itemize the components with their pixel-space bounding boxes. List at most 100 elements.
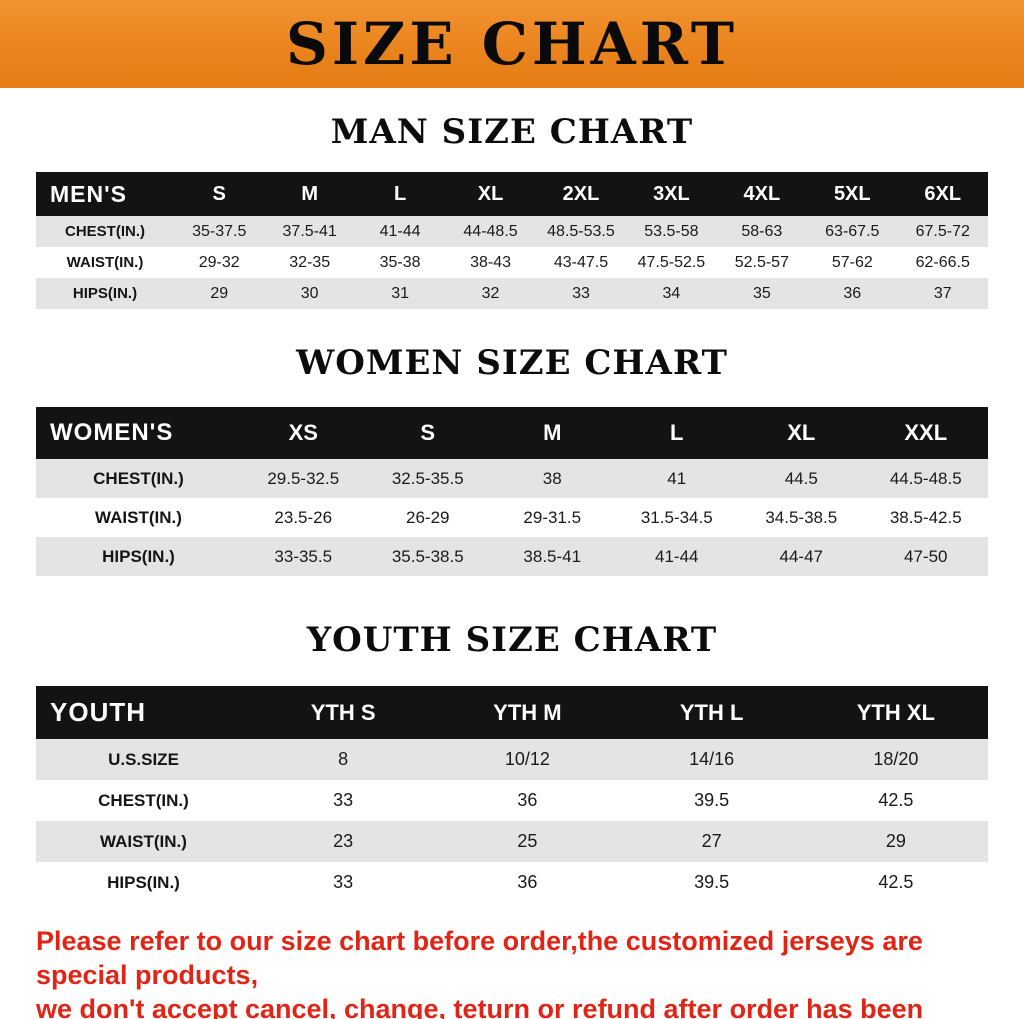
size-header-cell: M: [490, 407, 615, 459]
measurement-cell: 32.5-35.5: [391, 468, 464, 488]
measurement-cell: 42.5: [878, 790, 914, 810]
measurement-cell: 53.5-58: [644, 222, 699, 240]
table-title-cell: YOUTH: [36, 686, 251, 739]
size-header-cell: YTH XL: [803, 686, 988, 739]
measurement-cell: 29-32: [198, 253, 240, 271]
row-label-cell: HIPS(IN.): [102, 546, 175, 566]
measurement-cell: 18/20: [873, 749, 919, 769]
measurement-cell: 26-29: [406, 507, 450, 527]
measurement-cell: 27: [701, 831, 722, 851]
man-size-table: MEN'S S M L XL 2XL 3XL 4XL 5XL 6XL CHEST(IN.) 35-37…: [36, 172, 988, 309]
measurement-cell: 43-47.5: [553, 253, 609, 271]
table-row: WAIST(IN.) 29-32 32-35 35-38 38-43 43-47.5 47.…: [36, 247, 988, 278]
measurement-cell: 34: [662, 284, 681, 302]
measurement-cell: 29: [210, 284, 229, 302]
youth-size-table: YOUTH YTH S YTH M YTH L YTH XL U.S.SIZE 8 10/12…: [36, 686, 988, 903]
size-header-cell: 2XL: [535, 172, 627, 216]
measurement-cell: 29: [885, 831, 906, 851]
row-label-cell: CHEST(IN.): [65, 223, 145, 240]
size-header-cell: L: [354, 172, 446, 216]
measurement-cell: 23.5-26: [274, 507, 333, 527]
size-header-cell: YTH L: [619, 686, 804, 739]
measurement-cell: 39.5: [694, 872, 730, 892]
measurement-cell: 10/12: [504, 749, 550, 769]
row-label-cell: WAIST(IN.): [100, 831, 187, 851]
size-header-cell: YTH S: [251, 686, 436, 739]
table-row: CHEST(IN.) 35-37.5 37.5-41 41-44 44-48.5 48.5…: [36, 216, 988, 247]
measurement-cell: 67.5-72: [915, 222, 970, 240]
measurement-cell: 29-31.5: [523, 507, 582, 527]
row-label-cell: U.S.SIZE: [108, 749, 179, 769]
youth-size-heading: YOUTH SIZE CHART: [306, 620, 718, 660]
size-header-cell: XL: [739, 407, 864, 459]
size-header-cell: 3XL: [626, 172, 717, 216]
table-row: CHEST(IN.) 33 36 39.5 42.5: [36, 780, 988, 821]
measurement-cell: 35-37.5: [192, 222, 247, 240]
row-label-cell: CHEST(IN.): [98, 790, 189, 810]
measurement-cell: 39.5: [694, 790, 730, 810]
size-header-cell: 4XL: [716, 172, 808, 216]
size-header-cell: XS: [241, 407, 366, 459]
measurement-cell: 32-35: [289, 253, 331, 271]
table-row: HIPS(IN.) 29 30 31 32 33 34 35 36 37: [36, 278, 988, 309]
measurement-cell: 38.5-42.5: [889, 507, 962, 527]
table-header-row: WOMEN'S XS S M L XL XXL: [36, 407, 988, 459]
row-label-cell: WAIST(IN.): [66, 254, 144, 271]
measurement-cell: 30: [300, 284, 319, 302]
man-size-table-wrap: MEN'S S M L XL 2XL 3XL 4XL 5XL 6XL CHEST(IN.) 35-37…: [0, 172, 1024, 309]
size-header-cell: YTH M: [435, 686, 620, 739]
measurement-cell: 42.5: [878, 872, 914, 892]
measurement-cell: 8: [338, 749, 349, 769]
youth-size-table-wrap: YOUTH YTH S YTH M YTH L YTH XL U.S.SIZE 8 10/12…: [0, 686, 1024, 903]
table-row: CHEST(IN.) 29.5-32.5 32.5-35.5 38 41 44.5 44.5…: [36, 459, 988, 498]
measurement-cell: 14/16: [689, 749, 735, 769]
measurement-cell: 33-35.5: [274, 546, 333, 566]
size-header-cell: L: [614, 407, 739, 459]
measurement-cell: 58-63: [741, 222, 783, 240]
measurement-cell: 35-38: [379, 253, 421, 271]
measurement-cell: 44.5: [784, 468, 818, 488]
measurement-cell: 38-43: [470, 253, 511, 271]
measurement-cell: 33: [333, 790, 354, 810]
measurement-cell: 62-66.5: [915, 253, 970, 271]
measurement-cell: 25: [517, 831, 538, 851]
disclaimer-text: Please refer to our size chart before or…: [0, 925, 1024, 1019]
measurement-cell: 47.5-52.5: [637, 253, 706, 271]
measurement-cell: 63-67.5: [825, 222, 880, 240]
size-header-cell: 6XL: [897, 172, 988, 216]
row-label-cell: WAIST(IN.): [95, 507, 182, 527]
table-row: HIPS(IN.) 33-35.5 35.5-38.5 38.5-41 41-44 44-…: [36, 537, 988, 576]
size-header-cell: XL: [445, 172, 536, 216]
youth-size-section: YOUTH SIZE CHART YOUTH YTH S YTH M YTH L YTH…: [0, 576, 1024, 903]
measurement-cell: 41-44: [655, 546, 699, 566]
measurement-cell: 31.5-34.5: [640, 507, 713, 527]
measurement-cell: 44.5-48.5: [889, 468, 962, 488]
measurement-cell: 36: [843, 284, 862, 302]
size-header-cell: S: [174, 172, 265, 216]
disclaimer-line-2: we don't accept cancel, change, teturn o…: [36, 993, 924, 1019]
table-row: HIPS(IN.) 33 36 39.5 42.5: [36, 862, 988, 903]
size-header-cell: XXL: [863, 407, 988, 459]
measurement-cell: 57-62: [831, 253, 873, 271]
measurement-cell: 34.5-38.5: [765, 507, 838, 527]
measurement-cell: 41-44: [379, 222, 421, 240]
table-row: U.S.SIZE 8 10/12 14/16 18/20: [36, 739, 988, 780]
row-label-cell: HIPS(IN.): [72, 285, 138, 302]
banner-title: SIZE CHART: [285, 10, 739, 78]
measurement-cell: 33: [333, 872, 354, 892]
measurement-cell: 36: [517, 790, 538, 810]
size-header-cell: S: [365, 407, 490, 459]
disclaimer-line-1: Please refer to our size chart before or…: [36, 926, 923, 990]
row-label-cell: CHEST(IN.): [93, 468, 184, 488]
measurement-cell: 44-48.5: [463, 222, 518, 240]
measurement-cell: 35.5-38.5: [391, 546, 464, 566]
measurement-cell: 44-47: [779, 546, 823, 566]
measurement-cell: 52.5-57: [734, 253, 789, 271]
table-title-cell: WOMEN'S: [36, 407, 241, 459]
measurement-cell: 47-50: [904, 546, 948, 566]
measurement-cell: 37.5-41: [282, 222, 337, 240]
women-size-table-wrap: WOMEN'S XS S M L XL XXL CHEST(IN.) 29.5-32.5 32.5…: [0, 407, 1024, 576]
man-size-heading: MAN SIZE CHART: [330, 112, 694, 152]
measurement-cell: 48.5-53.5: [547, 222, 615, 240]
